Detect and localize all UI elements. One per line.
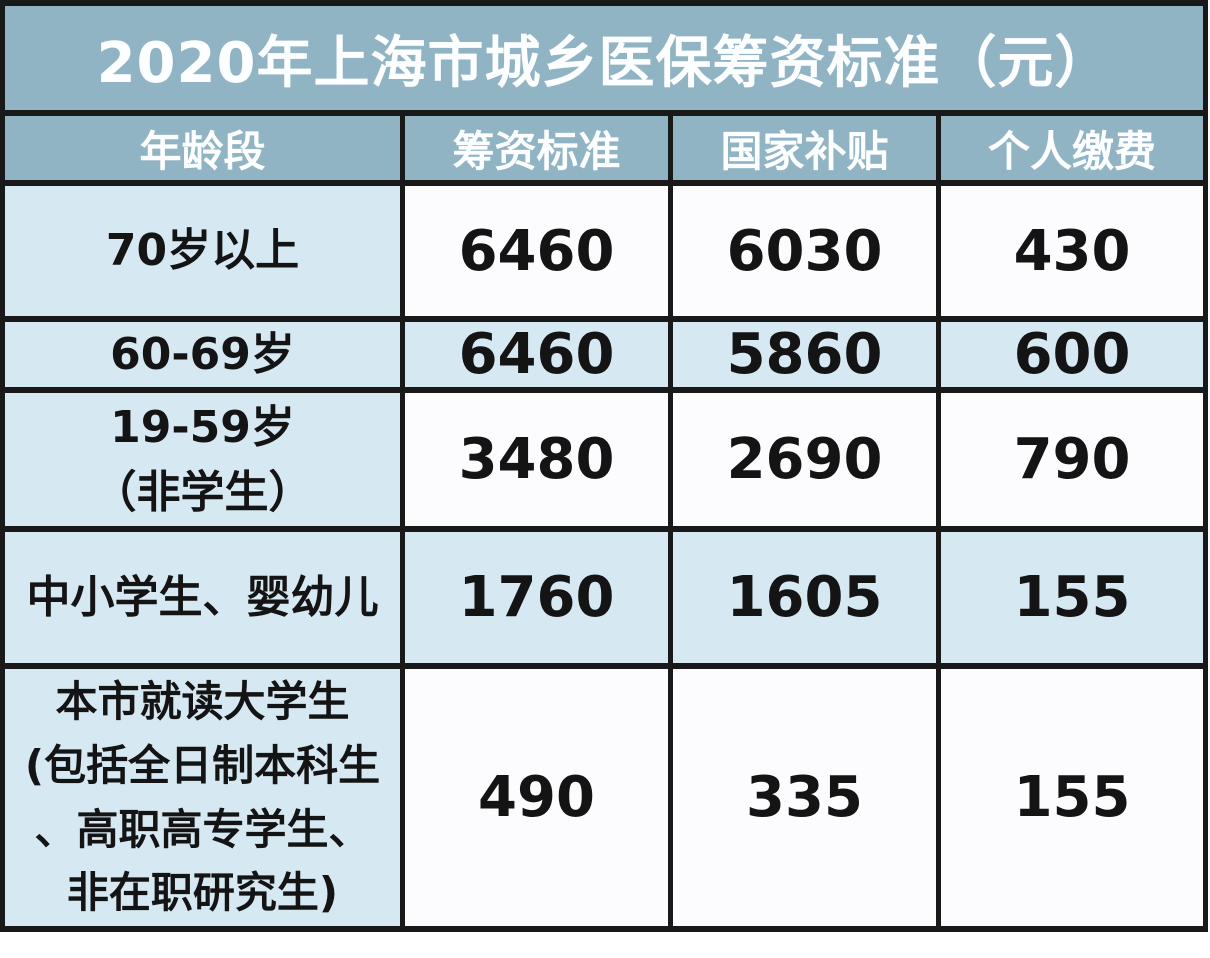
funding-cell: 1760 bbox=[400, 526, 673, 670]
funding-cell: 6460 bbox=[400, 315, 673, 394]
column-header-personal: 个人缴费 bbox=[935, 110, 1209, 186]
funding-cell: 3480 bbox=[400, 387, 673, 533]
personal-cell: 155 bbox=[935, 663, 1209, 933]
personal-cell: 790 bbox=[935, 387, 1209, 533]
age-cell: 本市就读大学生 (包括全日制本科生 、高职高专学生、 非在职研究生) bbox=[0, 663, 405, 933]
insurance-table: 2020年上海市城乡医保筹资标准（元） 年龄段 筹资标准 国家补贴 个人缴费 7… bbox=[0, 0, 1209, 933]
age-cell: 19-59岁 （非学生） bbox=[0, 387, 405, 533]
personal-cell: 600 bbox=[935, 315, 1209, 394]
subsidy-cell: 335 bbox=[668, 663, 941, 933]
table-row: 中小学生、婴幼儿 1760 1605 155 bbox=[0, 526, 1209, 670]
column-header-subsidy: 国家补贴 bbox=[668, 110, 941, 186]
column-header-funding: 筹资标准 bbox=[400, 110, 673, 186]
funding-cell: 6460 bbox=[400, 180, 673, 322]
table-row: 19-59岁 （非学生） 3480 2690 790 bbox=[0, 387, 1209, 533]
table-title: 2020年上海市城乡医保筹资标准（元） bbox=[0, 0, 1209, 116]
funding-cell: 490 bbox=[400, 663, 673, 933]
age-cell: 60-69岁 bbox=[0, 315, 405, 394]
column-header-age: 年龄段 bbox=[0, 110, 405, 186]
table-row: 70岁以上 6460 6030 430 bbox=[0, 180, 1209, 322]
personal-cell: 155 bbox=[935, 526, 1209, 670]
age-cell: 中小学生、婴幼儿 bbox=[0, 526, 405, 670]
header-row: 年龄段 筹资标准 国家补贴 个人缴费 bbox=[0, 110, 1209, 186]
subsidy-cell: 2690 bbox=[668, 387, 941, 533]
table-row: 本市就读大学生 (包括全日制本科生 、高职高专学生、 非在职研究生) 490 3… bbox=[0, 663, 1209, 933]
personal-cell: 430 bbox=[935, 180, 1209, 322]
title-row: 2020年上海市城乡医保筹资标准（元） bbox=[0, 0, 1209, 116]
table-row: 60-69岁 6460 5860 600 bbox=[0, 315, 1209, 394]
subsidy-cell: 5860 bbox=[668, 315, 941, 394]
age-cell: 70岁以上 bbox=[0, 180, 405, 322]
subsidy-cell: 1605 bbox=[668, 526, 941, 670]
subsidy-cell: 6030 bbox=[668, 180, 941, 322]
